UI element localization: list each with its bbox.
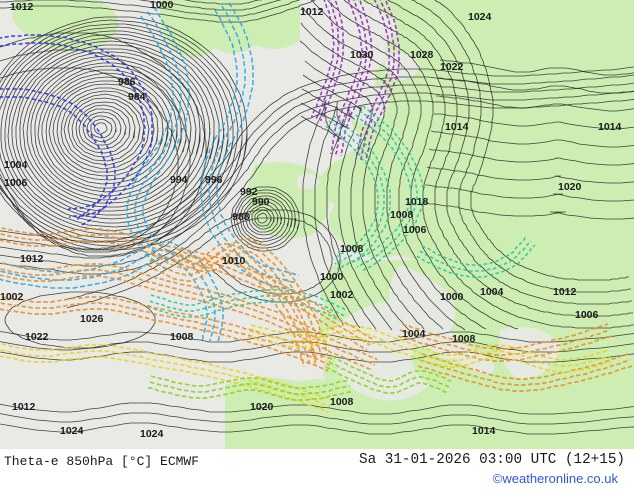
svg-text:1012: 1012: [553, 286, 577, 298]
svg-text:1026: 1026: [80, 313, 104, 325]
svg-text:1006: 1006: [403, 224, 427, 236]
svg-text:1030: 1030: [350, 49, 374, 61]
svg-text:1024: 1024: [60, 425, 84, 437]
svg-text:1008: 1008: [340, 243, 364, 255]
svg-text:1004: 1004: [402, 328, 426, 340]
svg-text:1012: 1012: [20, 253, 44, 265]
svg-text:988: 988: [232, 211, 250, 223]
svg-text:1000: 1000: [150, 0, 174, 11]
svg-text:1012: 1012: [300, 6, 324, 18]
svg-text:1020: 1020: [558, 181, 582, 193]
svg-text:1000: 1000: [320, 271, 344, 283]
svg-text:1010: 1010: [222, 255, 246, 267]
svg-text:1022: 1022: [25, 331, 49, 343]
svg-text:990: 990: [252, 196, 270, 208]
svg-text:1028: 1028: [410, 49, 434, 61]
svg-text:994: 994: [170, 174, 188, 186]
svg-text:1014: 1014: [445, 121, 469, 133]
svg-text:986: 986: [118, 76, 136, 88]
svg-text:1006: 1006: [575, 309, 599, 321]
svg-text:1000: 1000: [440, 291, 464, 303]
svg-text:1004: 1004: [4, 159, 28, 171]
svg-text:996: 996: [205, 174, 223, 186]
svg-text:1020: 1020: [250, 401, 274, 413]
svg-text:1002: 1002: [0, 291, 24, 303]
svg-text:1018: 1018: [405, 196, 429, 208]
svg-text:1024: 1024: [140, 428, 164, 440]
svg-text:1002: 1002: [330, 289, 354, 301]
svg-text:1024: 1024: [468, 11, 492, 23]
svg-text:1008: 1008: [452, 333, 476, 345]
svg-text:1008: 1008: [170, 331, 194, 343]
svg-text:1008: 1008: [330, 396, 354, 408]
svg-text:1008: 1008: [390, 209, 414, 221]
svg-text:1004: 1004: [480, 286, 504, 298]
svg-text:1006: 1006: [4, 177, 28, 189]
svg-text:1012: 1012: [12, 401, 36, 413]
svg-text:1014: 1014: [472, 425, 496, 437]
svg-text:1012: 1012: [10, 1, 34, 13]
svg-text:1022: 1022: [440, 61, 464, 73]
svg-text:984: 984: [128, 91, 146, 103]
svg-text:1014: 1014: [598, 121, 622, 133]
